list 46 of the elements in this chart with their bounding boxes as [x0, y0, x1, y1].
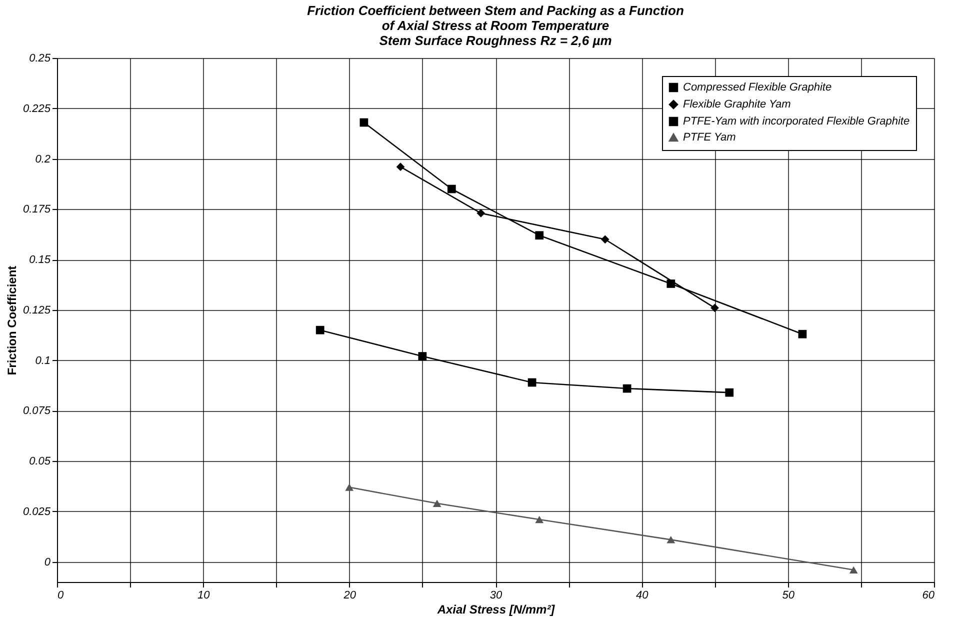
- point: [360, 118, 368, 127]
- point: [710, 304, 719, 312]
- point: [345, 484, 354, 491]
- legend-label: PTFE Yam: [683, 132, 736, 144]
- y-tick-label: 0.1: [35, 354, 50, 367]
- point: [396, 162, 405, 172]
- point: [849, 566, 858, 574]
- legend-label: Compressed Flexible Graphite: [683, 82, 832, 94]
- point: [535, 516, 544, 524]
- legend-label: PTFE-Yam with incorporated Flexible Graphite: [683, 116, 910, 128]
- x-axis-title: Axial Stress [N/mm²]: [436, 602, 556, 616]
- y-tick-label: 0.15: [29, 254, 52, 266]
- y-tick-label: 0.025: [22, 506, 52, 518]
- y-tick-label: 0.125: [22, 304, 52, 316]
- text: Stem Surface Roughness Rz = 2,6 µm: [379, 33, 612, 48]
- y-tick-label: 0: [44, 556, 52, 568]
- x-tick-label: 50: [782, 590, 796, 602]
- x-tick-label: 10: [198, 590, 211, 602]
- x-tick-label: 40: [636, 590, 650, 602]
- point: [622, 384, 632, 393]
- point: [535, 231, 544, 240]
- point: [528, 378, 536, 387]
- y-tick-label: 0.225: [22, 102, 52, 115]
- x-tick-label: 0: [58, 590, 64, 602]
- y-tick-label: 0.2: [35, 153, 50, 166]
- point: [447, 184, 456, 194]
- x-tick-label: 30: [490, 590, 503, 602]
- point: [432, 500, 442, 508]
- legend-label: Flexible Graphite Yam: [683, 98, 791, 110]
- point: [418, 352, 427, 360]
- point: [798, 330, 807, 338]
- y-tick-label: 0.175: [22, 204, 52, 216]
- point: [666, 536, 676, 544]
- point: [725, 388, 734, 397]
- y-axis-title: Friction Coefficient: [4, 266, 19, 376]
- point: [600, 235, 610, 244]
- x-tick-label: 60: [922, 590, 936, 602]
- text: of Axial Stress at Room Temperature: [382, 18, 610, 33]
- y-tick-label: 0.05: [29, 456, 52, 468]
- point: [316, 326, 324, 334]
- y-tick-label: 0.25: [29, 52, 52, 64]
- y-tick-label: 0.075: [22, 405, 52, 418]
- x-tick-label: 20: [342, 590, 357, 602]
- point: [476, 209, 486, 218]
- point: [666, 280, 676, 288]
- text: Friction Coefficient between Stem and Packing as a Function: [307, 3, 684, 18]
